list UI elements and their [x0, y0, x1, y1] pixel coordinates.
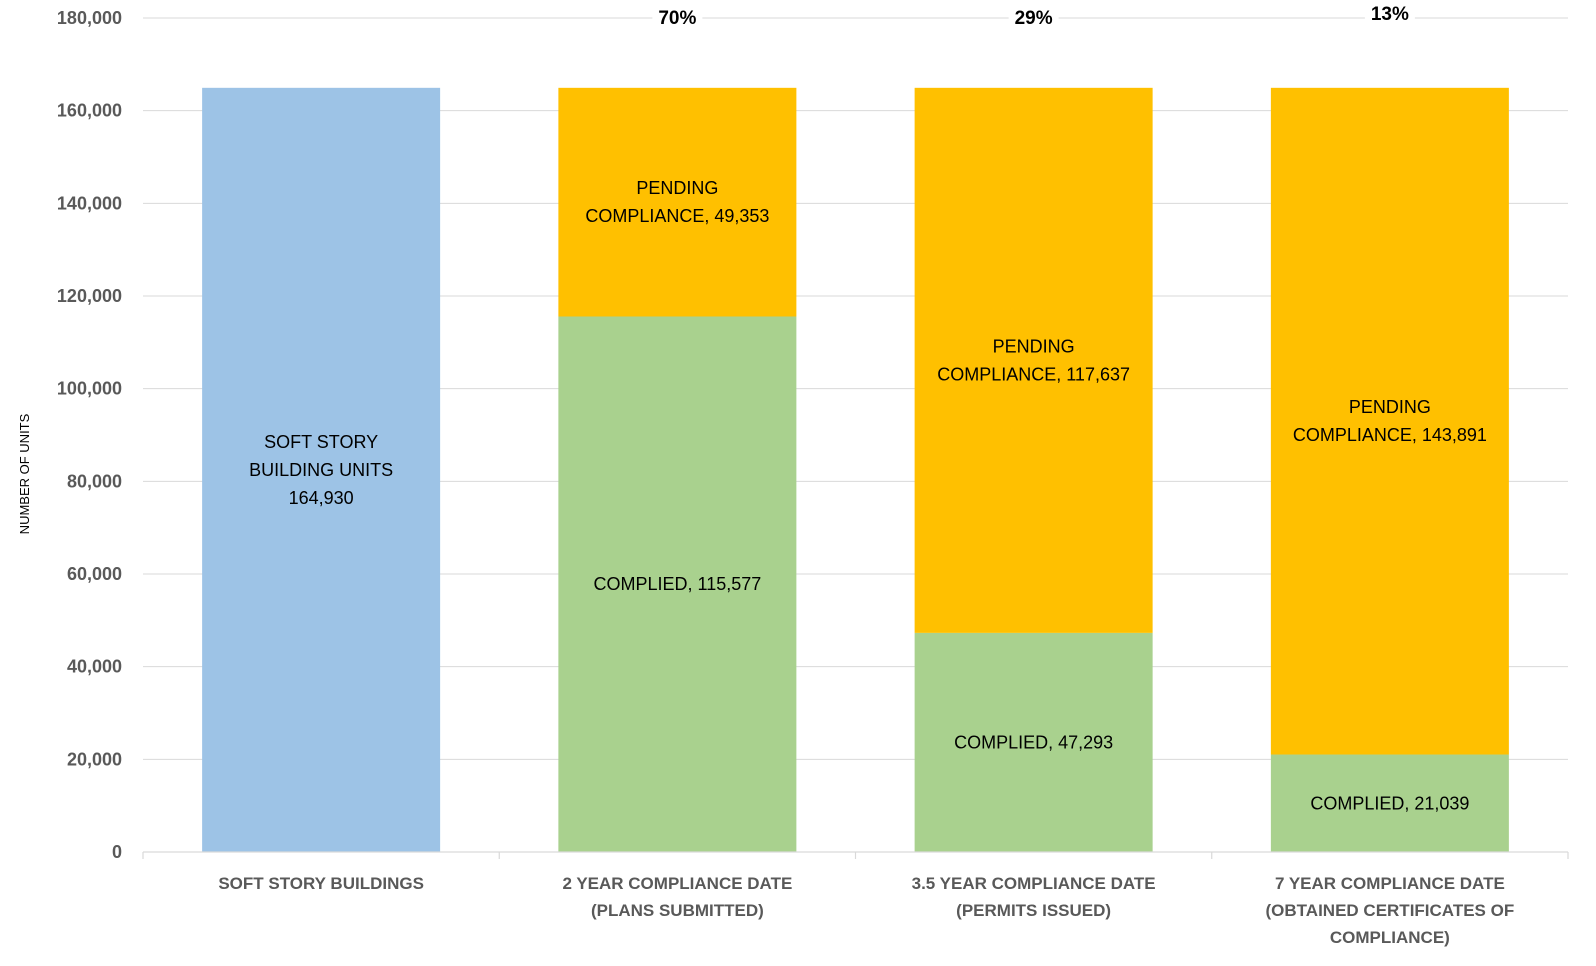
percent-labels: 70% 29% 13% — [652, 4, 1415, 30]
data-label-pending: PENDING COMPLIANCE, 143,891 — [1293, 397, 1487, 445]
data-label-complied: COMPLIED, 47,293 — [954, 732, 1113, 752]
category-label: 3.5 YEAR COMPLIANCE DATE (PERMITS ISSUED) — [912, 874, 1156, 920]
y-tick-label: 140,000 — [57, 193, 122, 213]
category-labels: SOFT STORY BUILDINGS 2 YEAR COMPLIANCE DA… — [218, 874, 1514, 947]
category-label: SOFT STORY BUILDINGS — [218, 874, 424, 893]
x-axis — [142, 851, 1569, 859]
percent-label-bg — [1008, 4, 1059, 30]
data-label-complied: COMPLIED, 21,039 — [1310, 793, 1469, 813]
percent-label: 13% — [1371, 4, 1409, 25]
y-tick-label: 20,000 — [67, 749, 122, 769]
y-tick-label: 120,000 — [57, 286, 122, 306]
bar-segment-pending — [558, 87, 797, 317]
bar-segment-complied — [558, 316, 797, 852]
bar-segment-pending — [914, 87, 1153, 633]
y-tick-label: 160,000 — [57, 101, 122, 121]
bar-segment-pending — [1270, 87, 1509, 755]
percent-label: 70% — [658, 8, 696, 29]
percent-label-bg — [1364, 4, 1415, 30]
data-label-pending: PENDING COMPLIANCE, 49,353 — [585, 178, 769, 226]
y-tick-label: 180,000 — [57, 8, 122, 28]
segment-labels: SOFT STORY BUILDING UNITS 164,930 COMPLIED,… — [249, 178, 1487, 813]
data-label-total: SOFT STORY BUILDING UNITS 164,930 — [249, 432, 393, 508]
y-axis-tick-labels: 0 20,000 40,000 60,000 80,000 100,000 120,000 1… — [57, 8, 122, 862]
bars — [202, 87, 1509, 852]
y-tick-label: 60,000 — [67, 564, 122, 584]
data-label-pending: PENDING COMPLIANCE, 117,637 — [937, 336, 1130, 384]
bar-segment-complied — [914, 632, 1153, 852]
y-tick-label: 80,000 — [67, 471, 122, 491]
y-tick-label: 40,000 — [67, 657, 122, 677]
percent-label-bg — [652, 4, 703, 30]
y-tick-label: 0 — [112, 842, 122, 862]
bar-segment-complied — [1270, 754, 1509, 852]
bar-segment-total — [202, 87, 441, 852]
y-tick-label: 100,000 — [57, 379, 122, 399]
category-label: 7 YEAR COMPLIANCE DATE (OBTAINED CERTIFIC… — [1266, 874, 1515, 947]
data-label-complied: COMPLIED, 115,577 — [594, 574, 762, 594]
percent-label: 29% — [1015, 8, 1053, 29]
y-axis-title: NUMBER OF UNITS — [17, 413, 32, 534]
category-label: 2 YEAR COMPLIANCE DATE (PLANS SUBMITTED) — [562, 874, 792, 920]
